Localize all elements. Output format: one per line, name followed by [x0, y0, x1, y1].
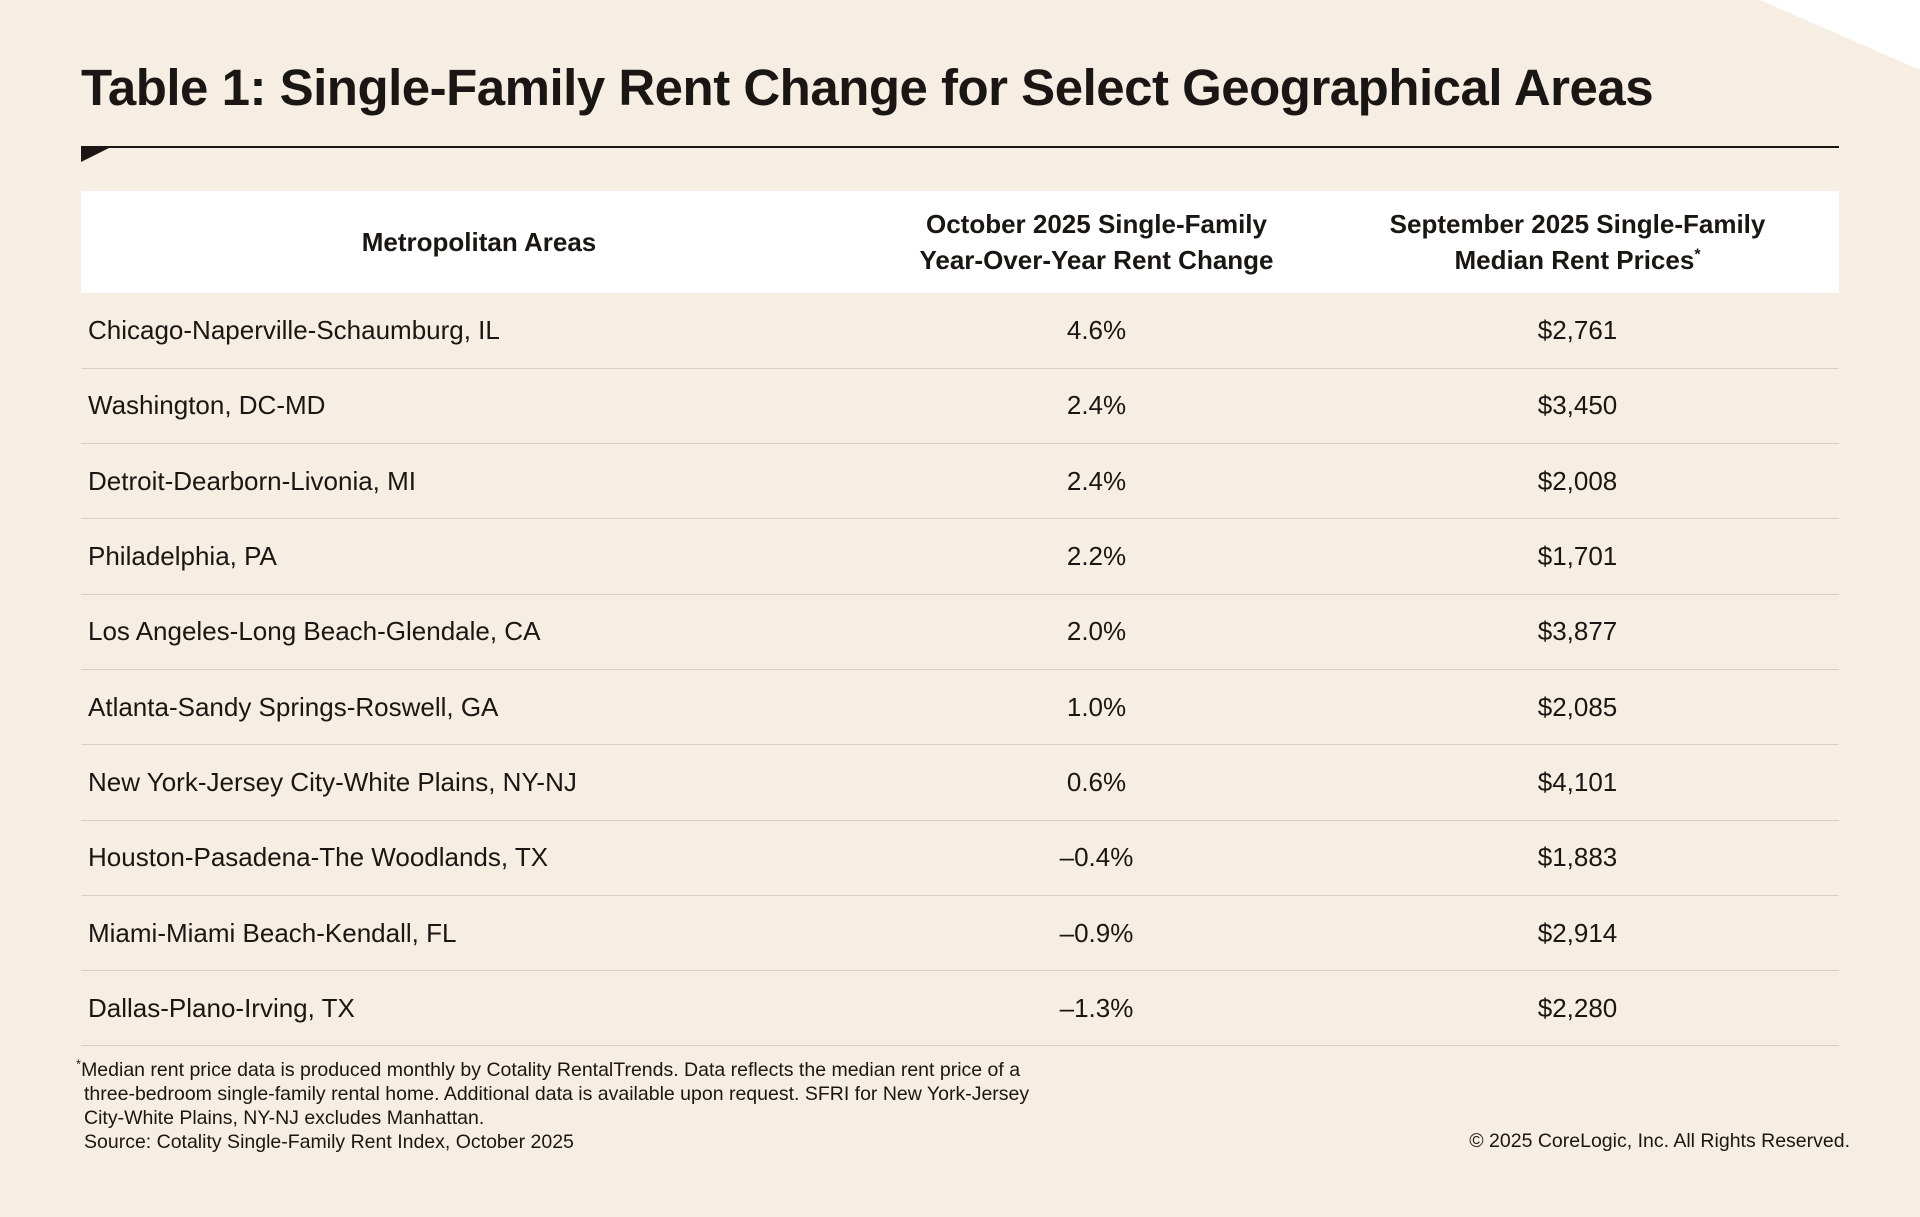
- yoy-change-cell: –0.4%: [1059, 842, 1134, 873]
- yoy-change-cell: 2.0%: [1066, 616, 1127, 647]
- yoy-change-cell: –0.9%: [1059, 917, 1134, 948]
- area-cell: Miami-Miami Beach-Kendall, FL: [88, 917, 457, 948]
- table-row: Houston-Pasadena-The Woodlands, TX –0.4%…: [81, 820, 1839, 896]
- area-cell: Chicago-Naperville-Schaumburg, IL: [88, 314, 500, 345]
- median-rent-cell: $3,877: [1537, 616, 1618, 647]
- footnote-marker: *: [1694, 246, 1701, 264]
- table-row: Philadelphia, PA 2.2% $1,701: [81, 519, 1839, 595]
- column-header-line: Median Rent Prices: [1454, 245, 1695, 275]
- column-header-metro-areas: Metropolitan Areas: [81, 191, 877, 293]
- median-rent-cell: $3,450: [1537, 390, 1618, 421]
- median-rent-cell: $1,701: [1537, 541, 1618, 572]
- area-cell: Detroit-Dearborn-Livonia, MI: [88, 465, 417, 496]
- yoy-change-cell: 2.4%: [1066, 465, 1127, 496]
- table-row: Miami-Miami Beach-Kendall, FL –0.9% $2,9…: [81, 895, 1839, 971]
- table-row: Washington, DC-MD 2.4% $3,450: [81, 368, 1839, 444]
- footnote-marker: *: [76, 1056, 82, 1072]
- table-body: Chicago-Naperville-Schaumburg, IL 4.6% $…: [81, 293, 1839, 1046]
- source-note: Source: Cotality Single-Family Rent Inde…: [84, 1131, 574, 1153]
- footnote-line: *Median rent price data is produced mont…: [76, 1058, 1176, 1082]
- area-cell: Washington, DC-MD: [88, 390, 326, 421]
- table-row: Los Angeles-Long Beach-Glendale, CA 2.0%…: [81, 594, 1839, 670]
- area-cell: Los Angeles-Long Beach-Glendale, CA: [88, 616, 541, 647]
- area-cell: Atlanta-Sandy Springs-Roswell, GA: [88, 691, 499, 722]
- footnote-line: three-bedroom single-family rental home.…: [84, 1083, 1030, 1105]
- yoy-change-cell: 4.6%: [1066, 314, 1127, 345]
- yoy-change-cell: –1.3%: [1059, 992, 1134, 1023]
- column-header-line: October 2025 Single-Family: [925, 209, 1267, 239]
- median-rent-cell: $4,101: [1537, 766, 1618, 797]
- column-header-label: Metropolitan Areas: [361, 227, 597, 257]
- table-header-row: Metropolitan Areas October 2025 Single-F…: [81, 191, 1839, 293]
- area-cell: Dallas-Plano-Irving, TX: [88, 992, 355, 1023]
- column-header-median-rent: September 2025 Single-Family Median Rent…: [1316, 191, 1839, 293]
- median-rent-cell: $2,914: [1537, 917, 1618, 948]
- column-header-line: Year-Over-Year Rent Change: [919, 245, 1274, 275]
- column-header-line: September 2025 Single-Family: [1389, 209, 1766, 239]
- yoy-change-cell: 0.6%: [1066, 766, 1127, 797]
- rent-change-table: Metropolitan Areas October 2025 Single-F…: [81, 191, 1839, 1046]
- median-rent-cell: $2,085: [1537, 691, 1618, 722]
- column-header-line-with-marker: Median Rent Prices*: [1324, 242, 1831, 278]
- table-row: Atlanta-Sandy Springs-Roswell, GA 1.0% $…: [81, 669, 1839, 745]
- median-rent-cell: $2,761: [1537, 314, 1618, 345]
- table-row: New York-Jersey City-White Plains, NY-NJ…: [81, 745, 1839, 821]
- copyright-notice: © 2025 CoreLogic, Inc. All Rights Reserv…: [1469, 1130, 1850, 1152]
- area-cell: New York-Jersey City-White Plains, NY-NJ: [88, 766, 577, 797]
- table-row: Dallas-Plano-Irving, TX –1.3% $2,280: [81, 971, 1839, 1046]
- table-row: Chicago-Naperville-Schaumburg, IL 4.6% $…: [81, 293, 1839, 369]
- table-row: Detroit-Dearborn-Livonia, MI 2.4% $2,008: [81, 444, 1839, 519]
- median-rent-cell: $2,280: [1537, 992, 1618, 1023]
- yoy-change-cell: 1.0%: [1066, 691, 1127, 722]
- median-rent-cell: $2,008: [1537, 465, 1618, 496]
- median-rent-cell: $1,883: [1537, 842, 1618, 873]
- footnote-line: City-White Plains, NY-NJ excludes Manhat…: [84, 1107, 485, 1129]
- column-header-yoy-change: October 2025 Single-Family Year-Over-Yea…: [877, 191, 1316, 293]
- yoy-change-cell: 2.4%: [1066, 390, 1127, 421]
- yoy-change-cell: 2.2%: [1066, 541, 1127, 572]
- page-title: Table 1: Single-Family Rent Change for S…: [81, 59, 1654, 116]
- footnote: *Median rent price data is produced mont…: [76, 1058, 1176, 1154]
- area-cell: Houston-Pasadena-The Woodlands, TX: [88, 842, 549, 873]
- area-cell: Philadelphia, PA: [88, 541, 277, 572]
- footnote-text: Median rent price data is produced month…: [81, 1059, 1021, 1081]
- title-rule: [81, 143, 1839, 163]
- corner-decoration: [1760, 0, 1920, 70]
